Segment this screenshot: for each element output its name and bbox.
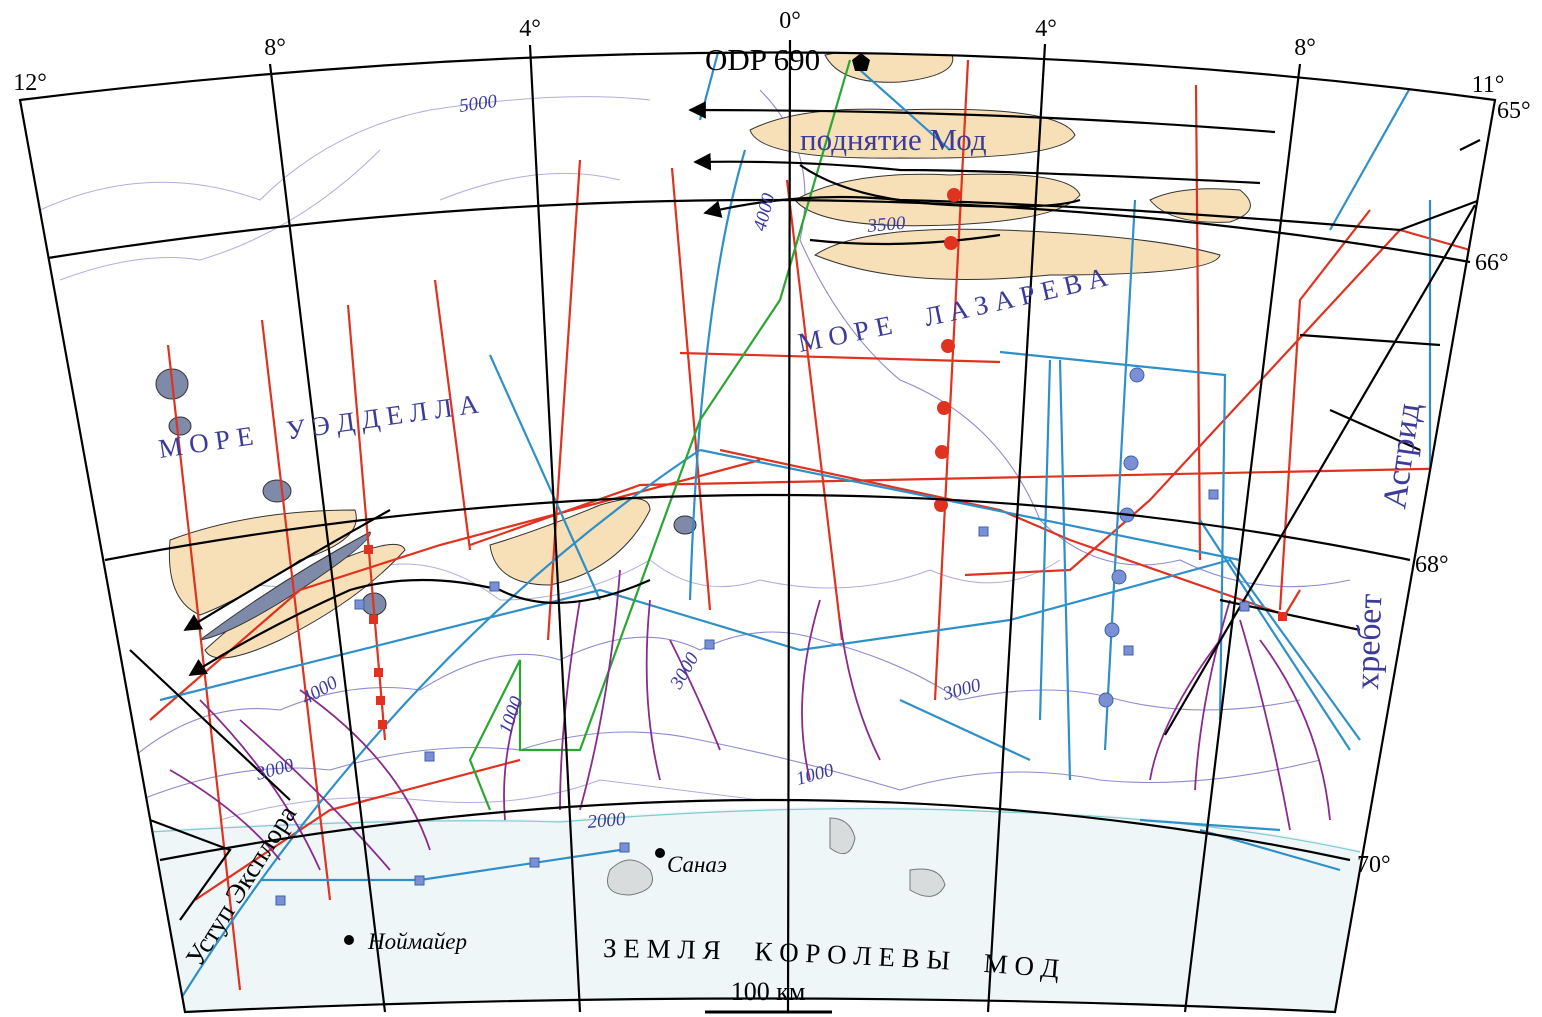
isobath-label: 5000 — [458, 91, 499, 117]
station-label: Ноймайер — [367, 929, 467, 954]
isobath-label: 3000 — [940, 675, 984, 706]
latitude-label: 68° — [1415, 552, 1449, 578]
isobath-label: 1000 — [794, 760, 837, 790]
rise-label: поднятие Мод — [800, 122, 987, 157]
isobath-label: 3500 — [866, 213, 907, 237]
longitude-label: 8° — [264, 35, 286, 61]
longitude-label: 12° — [13, 70, 47, 96]
sea-label-path: М О Р Е У Э Д Д Е Л Л А — [157, 389, 481, 464]
isobath-label: 3000 — [666, 649, 704, 694]
longitude-label: 0° — [779, 8, 801, 34]
map: 12° 8° 4° 0° 4° 8° 11° 65° 66° 68° 70° 5… — [0, 0, 1542, 1017]
station-marker — [655, 848, 665, 858]
longitude-label: 4° — [519, 16, 541, 42]
ridge-label: хребет — [1349, 593, 1389, 690]
station-marker — [344, 935, 354, 945]
longitude-label: 8° — [1294, 35, 1316, 61]
sea-label: М О Р Е У Э Д Д Е Л Л А — [157, 389, 481, 464]
latitude-label: 66° — [1475, 250, 1509, 276]
scale-bar-label: 100 км — [731, 977, 806, 1006]
longitude-label: 4° — [1035, 16, 1057, 42]
longitude-label: 11° — [1472, 72, 1505, 98]
isobath-label: 3000 — [253, 755, 297, 786]
drill-site-label: ODP 690 — [705, 42, 820, 77]
latitude-label: 65° — [1497, 98, 1531, 124]
isobath-label: 2000 — [587, 809, 627, 833]
latitude-label: 70° — [1357, 852, 1391, 878]
station-label: Санаэ — [667, 852, 727, 877]
isobath-label: 4000 — [750, 191, 780, 234]
ridge-label: Астрид — [1376, 400, 1427, 511]
